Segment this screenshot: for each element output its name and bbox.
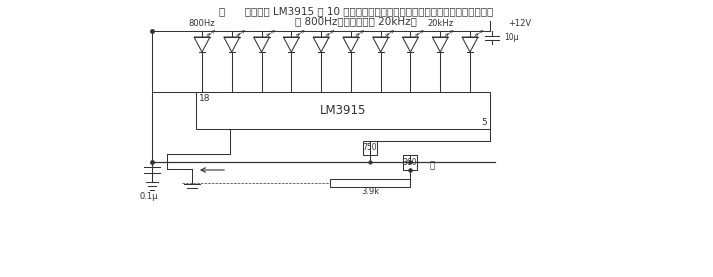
Text: 0.1μ: 0.1μ: [140, 192, 158, 201]
Text: LM3915: LM3915: [320, 104, 366, 117]
Text: 为 800Hz，最高频率为 20kHz。: 为 800Hz，最高频率为 20kHz。: [295, 16, 417, 26]
Text: 360: 360: [403, 158, 417, 167]
Bar: [403, 155, 417, 170]
Bar: [363, 141, 377, 155]
Text: 5: 5: [481, 118, 487, 127]
Text: 10μ: 10μ: [504, 34, 518, 42]
Text: +12V: +12V: [508, 19, 531, 29]
Text: 20kHz: 20kHz: [427, 19, 453, 27]
Text: 图      电路利用 LM3915 和 10 个发光二极管可以显示音响设备音域的宽窄，最低频率: 图 电路利用 LM3915 和 10 个发光二极管可以显示音响设备音域的宽窄，最…: [219, 6, 493, 16]
Text: 800Hz: 800Hz: [189, 19, 215, 27]
Bar: [330, 179, 410, 187]
Text: 750: 750: [363, 143, 377, 153]
Text: 18: 18: [199, 94, 210, 103]
Bar: [196, 92, 490, 129]
Text: 字: 字: [430, 161, 436, 171]
Text: 3.9k: 3.9k: [361, 186, 379, 196]
